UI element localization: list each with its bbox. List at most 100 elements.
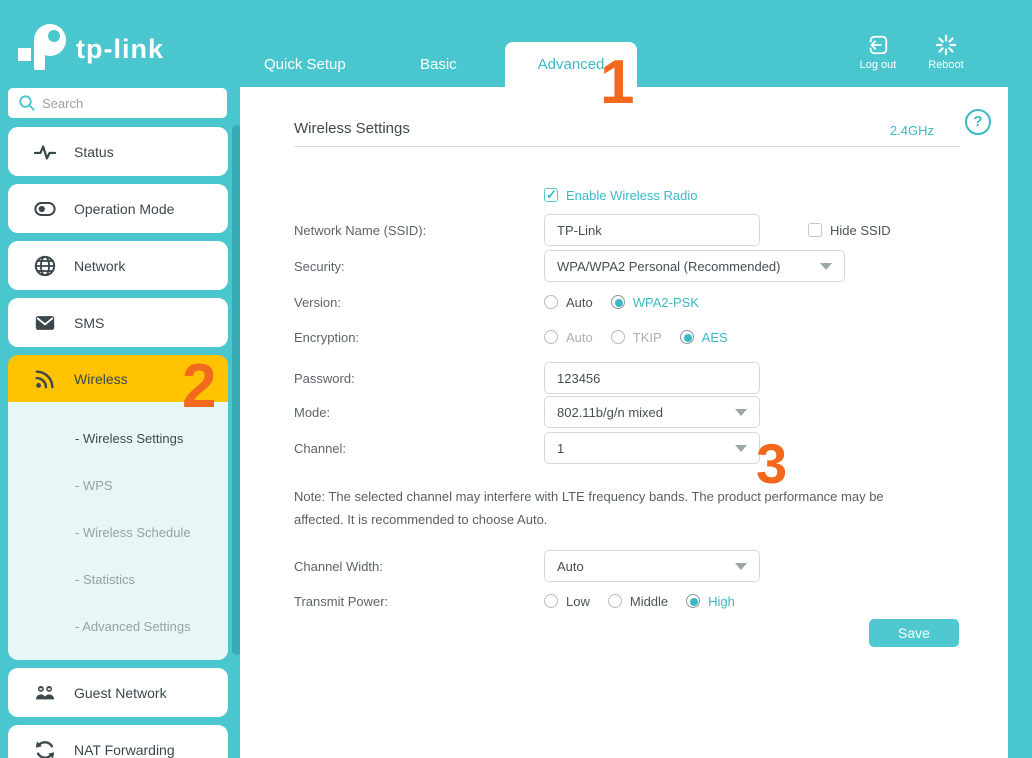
tp-link-logo: tp-link [14,18,214,74]
tab-advanced[interactable]: Advanced [505,42,637,88]
channel-value: 1 [557,440,565,456]
sidebar-item-operation-mode[interactable]: Operation Mode [8,184,228,233]
transmit-power-row: Transmit Power: Low Middle High [294,588,978,614]
reboot-label: Reboot [928,59,964,71]
submenu-advanced-settings[interactable]: - Advanced Settings [75,619,191,634]
security-value: WPA/WPA2 Personal (Recommended) [557,258,781,274]
globe-icon [34,255,56,276]
page-title: Wireless Settings [294,120,410,137]
transmit-middle-radio[interactable]: Middle [607,594,668,609]
password-row: Password: [294,362,978,394]
reboot-button[interactable]: Reboot [911,34,981,71]
annotation-step-3: 3 [756,432,788,495]
search-input[interactable] [42,95,227,111]
sidebar-item-status[interactable]: Status [8,127,228,176]
encryption-auto-radio[interactable]: Auto [544,330,593,345]
search-box[interactable] [8,88,227,118]
annotation-step-2: 2 [182,352,217,421]
transmit-power-label: Transmit Power: [294,593,389,609]
reboot-icon [935,34,957,56]
tp-link-logo-icon [18,24,66,70]
encryption-row: Encryption: Auto TKIP AES [294,324,978,350]
radio-selected-icon [686,594,701,608]
main-content: Wireless Settings 2.4GHz ? Enable Wirele… [240,87,1008,758]
tab-advanced-label: Advanced [537,56,605,73]
band-label: 2.4GHz [889,123,934,138]
version-row: Version: Auto WPA2-PSK [294,289,978,315]
channel-width-label: Channel Width: [294,558,383,574]
mode-select[interactable]: 802.11b/g/n mixed [544,396,760,428]
enable-wireless-label: Enable Wireless Radio [566,187,698,203]
tab-quick-setup[interactable]: Quick Setup [264,56,346,73]
search-icon [19,95,35,111]
enable-wireless-checkbox[interactable] [544,187,558,203]
wifi-icon [35,369,54,388]
channel-select[interactable]: 1 [544,432,760,464]
logout-button[interactable]: Log out [843,34,913,71]
chevron-down-icon [820,262,832,270]
chevron-down-icon [735,562,747,570]
version-auto-radio[interactable]: Auto [544,295,593,310]
security-select[interactable]: WPA/WPA2 Personal (Recommended) [544,250,845,282]
encryption-aes-radio[interactable]: AES [679,330,728,345]
hide-ssid-label: Hide SSID [830,222,891,238]
password-input[interactable] [544,362,760,394]
channel-width-select[interactable]: Auto [544,550,760,582]
channel-label: Channel: [294,440,347,456]
hide-ssid-checkbox[interactable] [808,223,822,237]
radio-icon [544,594,558,608]
sidebar-item-nat-forwarding[interactable]: NAT Forwarding [8,725,228,758]
encryption-label: Encryption: [294,329,360,345]
submenu-wireless-schedule[interactable]: - Wireless Schedule [75,525,191,540]
sidebar-item-label: Operation Mode [74,200,175,217]
radio-icon [610,330,625,344]
sidebar-item-label: NAT Forwarding [74,741,175,758]
radio-icon [544,330,558,344]
radio-icon [544,295,558,309]
password-label: Password: [294,370,355,386]
wireless-submenu: - Wireless Settings - WPS - Wireless Sch… [8,402,228,660]
sidebar-item-label: Wireless [74,370,128,387]
version-label: Version: [294,294,341,310]
sidebar-item-sms[interactable]: SMS [8,298,228,347]
channel-note: Note: The selected channel may interfere… [294,489,884,527]
tab-basic[interactable]: Basic [420,56,457,73]
sidebar-item-label: Guest Network [74,684,167,701]
ssid-label: Network Name (SSID): [294,222,427,238]
ssid-input[interactable] [544,214,760,246]
logout-icon [868,35,888,55]
encryption-tkip-radio[interactable]: TKIP [610,330,662,345]
sidebar-item-guest-network[interactable]: Guest Network [8,668,228,717]
version-wpa2psk-radio[interactable]: WPA2-PSK [610,295,699,310]
sidebar-item-label: Status [74,143,114,160]
annotation-step-1: 1 [600,48,635,117]
save-button[interactable]: Save [869,619,959,647]
radio-selected-icon [610,295,625,309]
sidebar-item-wireless[interactable]: Wireless [8,355,228,402]
sidebar-item-network[interactable]: Network [8,241,228,290]
radio-selected-icon [679,330,694,344]
mode-label: Mode: [294,404,331,420]
submenu-statistics[interactable]: - Statistics [75,572,135,587]
ssid-row: Network Name (SSID): Hide SSID [294,214,978,246]
enable-wireless-row: Enable Wireless Radio [294,182,978,208]
channel-row: Channel: 1 [294,432,978,464]
envelope-icon [35,315,55,330]
channel-width-row: Channel Width: Auto [294,550,978,582]
chevron-down-icon [735,444,747,452]
security-row: Security: WPA/WPA2 Personal (Recommended… [294,250,978,282]
logo-text: tp-link [76,34,164,64]
sidebar-scrollbar[interactable] [232,125,242,655]
help-button[interactable]: ? [965,109,991,135]
refresh-icon [35,740,55,758]
channel-width-value: Auto [557,558,584,574]
security-label: Security: [294,258,345,274]
people-icon [35,685,55,699]
transmit-low-radio[interactable]: Low [544,594,590,609]
activity-icon [34,144,56,160]
submenu-wps[interactable]: - WPS [75,478,113,493]
mode-value: 802.11b/g/n mixed [557,404,663,420]
submenu-wireless-settings[interactable]: - Wireless Settings [75,431,184,446]
transmit-high-radio[interactable]: High [686,594,735,609]
